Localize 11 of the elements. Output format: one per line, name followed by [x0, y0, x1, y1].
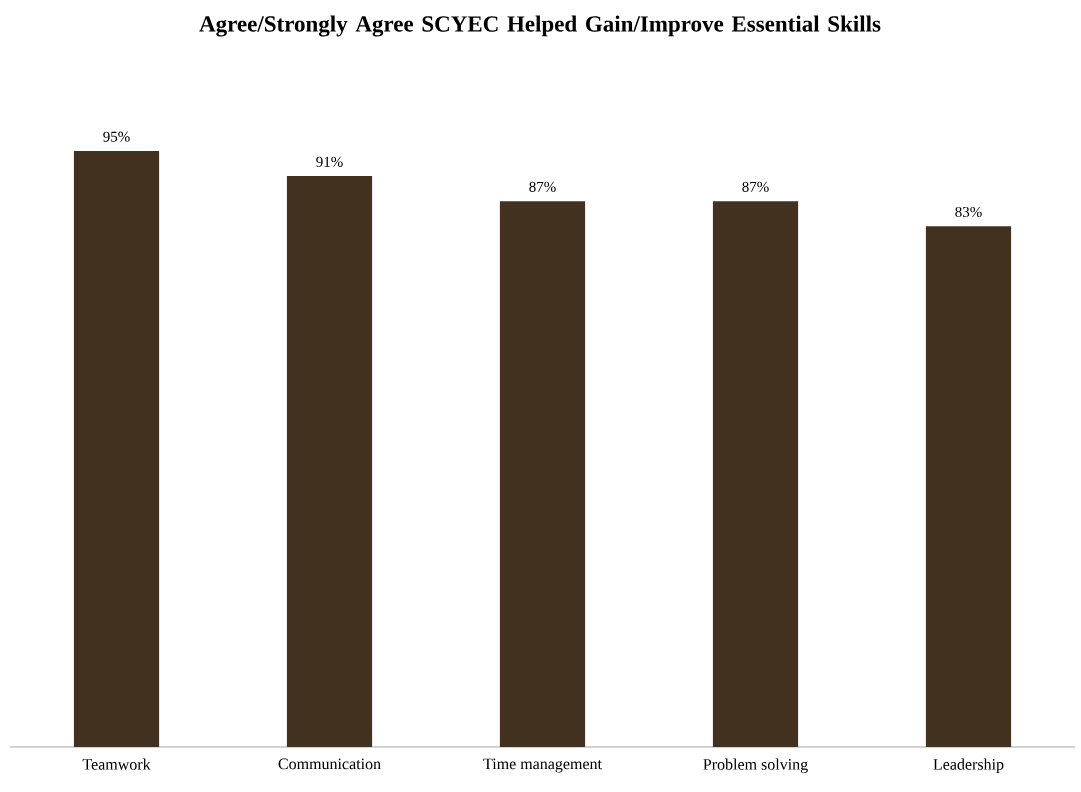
data-label: 87%: [742, 181, 769, 192]
data-label: 91%: [316, 156, 343, 167]
chart-title: Agree/Strongly Agree SCYEC Helped Gain/Improve Essential Skills: [199, 15, 881, 37]
x-tick-label: Time management: [483, 758, 602, 773]
data-label: 95%: [103, 131, 130, 142]
x-tick-label: Leadership: [933, 758, 1004, 774]
x-tick-label: Teamwork: [82, 758, 151, 770]
data-label: 87%: [529, 181, 556, 192]
data-label: 83%: [955, 206, 982, 218]
x-tick-label: Communication: [278, 758, 381, 770]
x-tick-label: Problem solving: [703, 758, 808, 774]
